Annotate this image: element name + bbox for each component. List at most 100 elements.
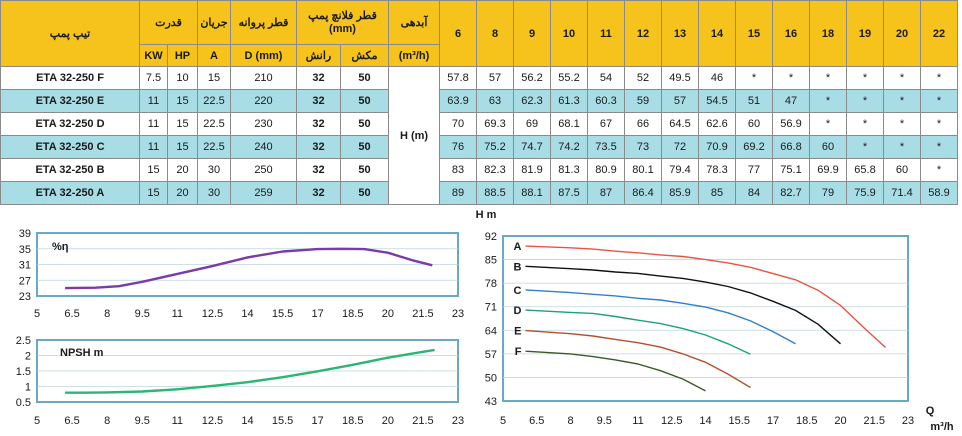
head-value: 83 — [439, 158, 477, 182]
x-tick-label: 23 — [452, 415, 464, 427]
y-tick-label: 43 — [485, 396, 497, 408]
hp-cell: 20 — [167, 158, 198, 182]
amp-cell: 22.5 — [197, 89, 231, 113]
y-tick-label: 0.5 — [16, 397, 31, 409]
head-value: 81.9 — [513, 158, 551, 182]
flow-col: 19 — [846, 0, 884, 67]
head-value: 73 — [624, 135, 662, 159]
outlet-cell: 32 — [296, 112, 341, 136]
head-value: 65.8 — [846, 158, 884, 182]
x-tick-label: 23 — [902, 415, 914, 427]
x-tick-label: 6.5 — [529, 415, 544, 427]
head-value: 57 — [476, 66, 514, 90]
series-line — [65, 348, 435, 394]
curve-label-D: D — [514, 305, 522, 317]
head-value: 88.5 — [476, 181, 514, 205]
head-unit-label: H (m) — [388, 66, 440, 205]
outlet-cell: 32 — [296, 66, 341, 90]
x-tick-label: 9.5 — [597, 415, 612, 427]
header-current: جریان — [197, 0, 231, 45]
table-row: ETA 32-250 F 7.5 10 15 210 32 50 H (m) 57.8 57 56.… — [0, 66, 958, 205]
head-value: * — [883, 112, 921, 136]
table-row: ETA 32-250 E 11 15 22.5 220 32 50 63.9 63 62.3 61.… — [0, 89, 958, 113]
head-value: 77 — [735, 158, 773, 182]
y-tick-label: 57 — [485, 349, 497, 361]
flow-col: 11 — [587, 0, 625, 67]
y-tick-label: 2.5 — [16, 335, 31, 347]
table-row: ETA 32-250 B 15 20 30 250 32 50 83 82.3 81.9 81.3 8… — [0, 158, 958, 182]
hp-cell: 15 — [167, 112, 198, 136]
head-value: 85 — [698, 181, 736, 205]
head-value: 69.2 — [735, 135, 773, 159]
diameter-cell: 210 — [230, 66, 297, 90]
header-kw: KW — [139, 44, 168, 67]
head-value: 89 — [439, 181, 477, 205]
head-value: 74.7 — [513, 135, 551, 159]
header-flow-unit: (m³/h) — [388, 44, 440, 67]
x-tick-label: 15.5 — [729, 415, 750, 427]
x-tick-label: 23 — [452, 308, 464, 320]
x-tick-label: 5 — [34, 415, 40, 427]
amp-cell: 30 — [197, 158, 231, 182]
diameter-cell: 230 — [230, 112, 297, 136]
x-tick-label: 6.5 — [64, 415, 79, 427]
head-value: 64.5 — [661, 112, 699, 136]
head-value: 52 — [624, 66, 662, 90]
curve-label-E: E — [514, 326, 521, 338]
y-tick-label: 23 — [19, 291, 31, 303]
flow-col: 10 — [550, 0, 588, 67]
x-tick-label: 14 — [241, 308, 253, 320]
head-value: 63 — [476, 89, 514, 113]
head-value: 69.9 — [809, 158, 847, 182]
head-value: 71.4 — [883, 181, 921, 205]
flow-col: 13 — [661, 0, 699, 67]
head-value: * — [920, 158, 958, 182]
head-value: 74.2 — [550, 135, 588, 159]
model-cell: ETA 32-250 B — [0, 158, 140, 182]
outlet-cell: 32 — [296, 158, 341, 182]
x-tick-label: 18.5 — [796, 415, 817, 427]
x-tick-label: 9.5 — [135, 308, 150, 320]
flow-col: 9 — [513, 0, 551, 67]
kw-cell: 11 — [139, 135, 168, 159]
head-value: 82.7 — [772, 181, 810, 205]
head-value: 69 — [513, 112, 551, 136]
head-value: * — [920, 89, 958, 113]
head-value: * — [772, 66, 810, 90]
head-value: 63.9 — [439, 89, 477, 113]
head-value: * — [735, 66, 773, 90]
x-tick-label: 6.5 — [64, 308, 79, 320]
x-tick-label: 11 — [172, 415, 183, 427]
head-value: * — [809, 112, 847, 136]
x-tick-label: 18.5 — [342, 308, 363, 320]
diameter-cell: 250 — [230, 158, 297, 182]
y-tick-label: 27 — [19, 275, 31, 287]
kw-cell: 15 — [139, 181, 168, 205]
inlet-cell: 50 — [340, 66, 389, 90]
head-value: * — [920, 112, 958, 136]
curve-F — [525, 350, 706, 392]
head-value: 57 — [661, 89, 699, 113]
x-tick-label: 8 — [567, 415, 573, 427]
x-tick-label: 8 — [104, 415, 110, 427]
y-tick-label: 92 — [485, 231, 497, 243]
diameter-cell: 259 — [230, 181, 297, 205]
plot-frame — [36, 232, 459, 297]
x-tick-label: 21.5 — [412, 415, 433, 427]
head-value: 59 — [624, 89, 662, 113]
x-tick-label: 17 — [312, 415, 324, 427]
efficiency-label: %η — [52, 241, 69, 253]
head-value: 84 — [735, 181, 773, 205]
y-tick-label: 1.5 — [16, 366, 31, 378]
amp-cell: 15 — [197, 66, 231, 90]
head-value: * — [883, 66, 921, 90]
model-cell: ETA 32-250 F — [0, 66, 140, 90]
table-row: ETA 32-250 A 15 20 30 259 32 50 89 88.5 88.1 87.5 8… — [0, 181, 958, 205]
model-cell: ETA 32-250 C — [0, 135, 140, 159]
table-row: ETA 32-250 C 11 15 22.5 240 32 50 76 75.2 74.7 74.… — [0, 135, 958, 159]
curve-B — [525, 265, 841, 345]
head-value: * — [846, 135, 884, 159]
head-value: 51 — [735, 89, 773, 113]
curve-label-B: B — [514, 261, 522, 273]
y-tick-label: 2 — [25, 351, 31, 363]
